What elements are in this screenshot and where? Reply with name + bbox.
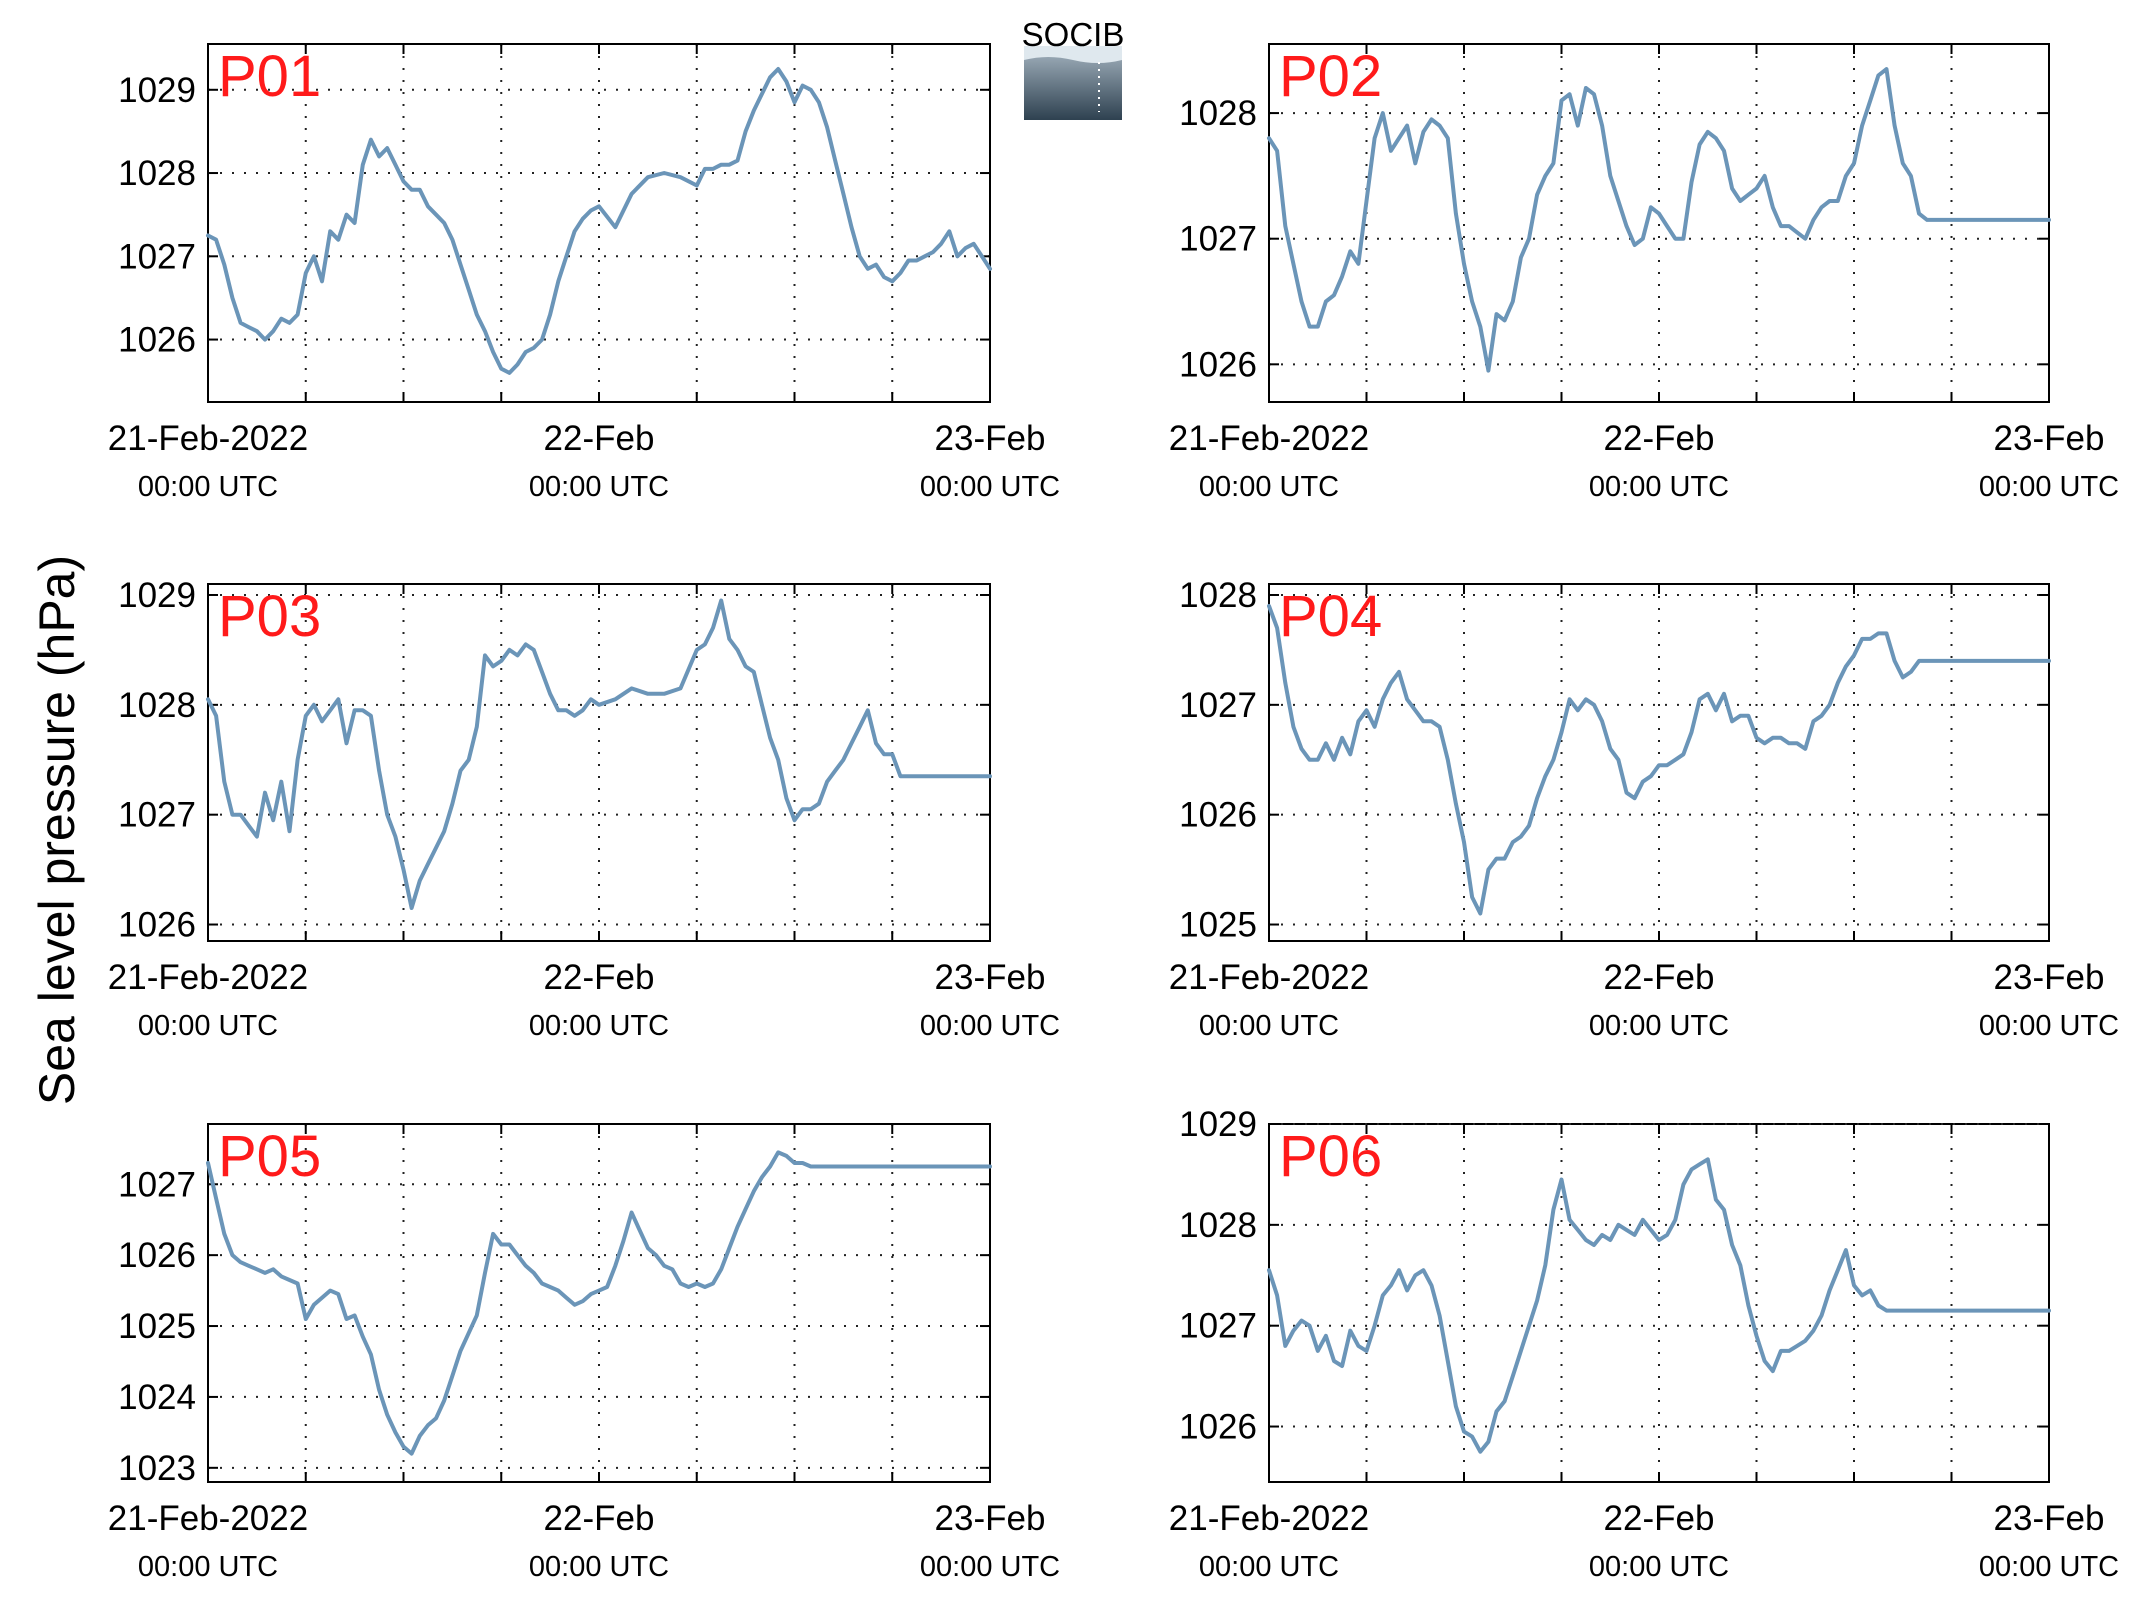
y-tick-label: 1028 (1179, 94, 1257, 133)
x-tick-date-label: 22-Feb (1604, 958, 1715, 997)
panel-p06: 1026 1027 1028 1029 21-Feb-2022 00:00 UTC 22-F… (1169, 1105, 2119, 1583)
x-tick-time-label: 00:00 UTC (1199, 1551, 1339, 1583)
x-tick-date-label: 22-Feb (1604, 1499, 1715, 1538)
x-tick-date-label: 21-Feb-2022 (108, 419, 308, 458)
axes-frame (1268, 43, 2050, 403)
x-tick-date-label: 21-Feb-2022 (1169, 958, 1369, 997)
pressure-series-line (1267, 67, 2051, 373)
x-tick-time-label: 00:00 UTC (138, 471, 278, 503)
y-tick-label: 1028 (1179, 576, 1257, 615)
x-tick-time-label: 00:00 UTC (1589, 471, 1729, 503)
y-tick-label: 1028 (118, 686, 196, 725)
y-tick-label: 1024 (118, 1378, 196, 1417)
panel-p05: 1023 1024 1025 1026 1027 21-Feb-2022 00:00 UTC… (108, 1123, 1060, 1583)
y-tick-label: 1029 (118, 576, 196, 615)
y-tick-label: 1027 (1179, 1307, 1257, 1346)
x-tick-date-label: 22-Feb (544, 958, 655, 997)
panel-tag: P06 (1279, 1124, 1382, 1189)
x-tick-time-label: 00:00 UTC (138, 1010, 278, 1042)
x-tick-time-label: 00:00 UTC (529, 1010, 669, 1042)
y-tick-label: 1029 (118, 71, 196, 110)
panel-tag: P05 (218, 1124, 321, 1189)
axes-frame (1268, 1123, 2050, 1483)
pressure-series-line (1267, 604, 2051, 916)
axes-frame (207, 43, 991, 403)
x-tick-date-label: 21-Feb-2022 (108, 1499, 308, 1538)
y-tick-label: 1027 (118, 237, 196, 276)
logo-wordmark: SOCIB (1022, 16, 1125, 53)
y-tick-label: 1026 (1179, 345, 1257, 384)
y-tick-label: 1026 (118, 1236, 196, 1275)
y-tick-label: 1026 (118, 321, 196, 360)
panel-p01: 1026 1027 1028 1029 21-Feb-2022 00:00 UTC 22-F… (108, 43, 1060, 503)
axes-frame (207, 1123, 991, 1483)
x-tick-date-label: 23-Feb (1994, 419, 2105, 458)
y-tick-label: 1028 (118, 154, 196, 193)
x-tick-date-label: 22-Feb (544, 1499, 655, 1538)
x-tick-date-label: 21-Feb-2022 (1169, 419, 1369, 458)
y-axis-label: Sea level pressure (hPa) (29, 555, 85, 1105)
y-tick-label: 1027 (118, 1165, 196, 1204)
axes-frame (207, 583, 991, 942)
y-tick-label: 1025 (118, 1307, 196, 1346)
y-tick-label: 1023 (118, 1449, 196, 1488)
pressure-series-line (206, 1150, 992, 1456)
y-tick-label: 1029 (1179, 1105, 1257, 1144)
panel-tag: P01 (218, 44, 321, 109)
x-tick-time-label: 00:00 UTC (1979, 471, 2119, 503)
y-tick-label: 1026 (1179, 1408, 1257, 1447)
y-tick-label: 1026 (1179, 796, 1257, 835)
x-tick-date-label: 23-Feb (935, 958, 1046, 997)
x-tick-time-label: 00:00 UTC (529, 471, 669, 503)
x-tick-date-label: 22-Feb (1604, 419, 1715, 458)
x-tick-time-label: 00:00 UTC (529, 1551, 669, 1583)
panel-p04: 1025 1026 1027 1028 21-Feb-2022 00:00 UTC 22-F… (1169, 576, 2119, 1042)
x-tick-date-label: 21-Feb-2022 (108, 958, 308, 997)
pressure-series-line (206, 598, 992, 910)
y-tick-label: 1027 (1179, 220, 1257, 259)
x-tick-time-label: 00:00 UTC (138, 1551, 278, 1583)
x-tick-date-label: 21-Feb-2022 (1169, 1499, 1369, 1538)
x-tick-date-label: 23-Feb (1994, 1499, 2105, 1538)
y-tick-label: 1025 (1179, 906, 1257, 945)
pressure-series-line (1267, 1157, 2051, 1454)
x-tick-time-label: 00:00 UTC (920, 1010, 1060, 1042)
panel-p02: 1026 1027 1028 21-Feb-2022 00:00 UTC 22-Feb 00… (1169, 43, 2119, 503)
x-tick-time-label: 00:00 UTC (1199, 471, 1339, 503)
y-tick-label: 1028 (1179, 1206, 1257, 1245)
x-tick-time-label: 00:00 UTC (1979, 1010, 2119, 1042)
panel-p03: 1026 1027 1028 1029 21-Feb-2022 00:00 UTC 22-F… (108, 576, 1060, 1042)
x-tick-date-label: 23-Feb (935, 419, 1046, 458)
socib-logo: SOCIB (1022, 16, 1125, 120)
x-tick-date-label: 23-Feb (1994, 958, 2105, 997)
pressure-series-line (206, 67, 992, 375)
panel-tag: P03 (218, 584, 321, 649)
x-tick-time-label: 00:00 UTC (1589, 1551, 1729, 1583)
panel-tag: P02 (1279, 44, 1382, 109)
x-tick-time-label: 00:00 UTC (1199, 1010, 1339, 1042)
y-tick-label: 1026 (118, 906, 196, 945)
axes-frame (1268, 583, 2050, 942)
panel-tag: P04 (1279, 584, 1382, 649)
y-tick-label: 1027 (1179, 686, 1257, 725)
y-tick-label: 1027 (118, 796, 196, 835)
x-tick-time-label: 00:00 UTC (1979, 1551, 2119, 1583)
logo-wave (1024, 46, 1122, 63)
x-tick-time-label: 00:00 UTC (920, 471, 1060, 503)
x-tick-date-label: 22-Feb (544, 419, 655, 458)
x-tick-time-label: 00:00 UTC (920, 1551, 1060, 1583)
x-tick-date-label: 23-Feb (935, 1499, 1046, 1538)
x-tick-time-label: 00:00 UTC (1589, 1010, 1729, 1042)
